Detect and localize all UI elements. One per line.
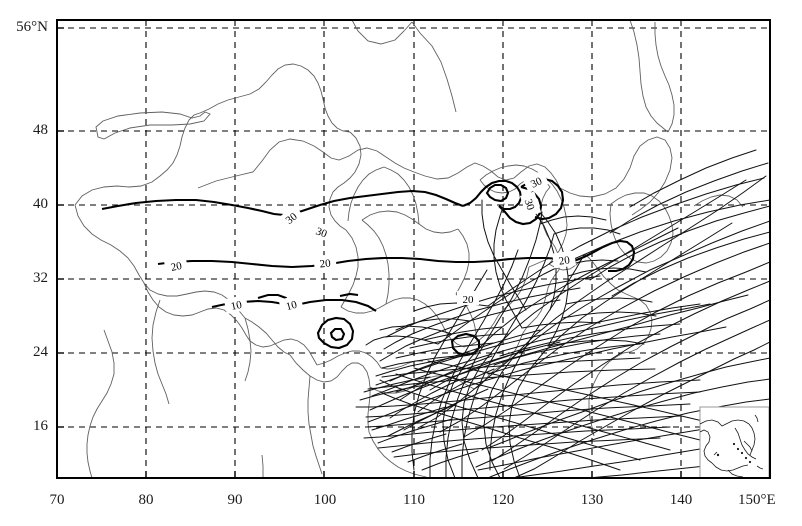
india-west-coast [86,329,115,478]
ytick-label-16: 16 [33,418,48,434]
india-interior-line [151,299,170,405]
contour-label-20-b: 20 [319,257,332,270]
typhoon-track-layer [355,149,770,478]
contour-closed-yunnan-inner [329,327,346,342]
china-north-border [197,138,561,189]
contour-label-20-c: 20 [558,254,571,267]
xtick-label-120: 120 [491,492,515,508]
contour-20-main [157,256,575,269]
contour-30-center [295,189,464,214]
xtick-label-100: 100 [313,492,337,508]
lake-balkhash [95,111,211,140]
korea-peninsula [479,164,568,265]
contour-30-west-a [101,198,285,217]
ytick-label-48: 48 [33,122,48,138]
contour-10-west [211,299,285,309]
ytick-label-32: 32 [33,270,48,286]
grid-lines [57,20,770,478]
sakhalin-east [654,22,675,133]
contour-label-30-c: 30 [529,175,544,191]
axis-ticks [57,27,682,478]
indochina-interior [307,375,323,475]
sakhalin-west [629,20,669,133]
contour-30-bohai-closed [462,179,523,211]
contour-label-10-a: 10 [230,299,244,313]
contour-30-bohai-inner [485,183,510,203]
ytick-label-40: 40 [33,196,48,212]
xtick-label-110: 110 [403,492,425,508]
vietnam-coast [368,431,431,478]
contour-label-20-a: 20 [170,260,184,274]
xinjiang-west-border [74,112,201,206]
contour-10-dash [339,292,359,298]
contour-closed-yunnan [316,316,355,350]
ytick-label-24: 24 [33,344,48,360]
xtick-label-80: 80 [138,492,154,508]
contour-label-30-b: 30 [314,225,329,240]
xinjiang-south-border [74,204,246,319]
contour-layer [101,177,636,357]
contour-label-30-d: 30 [522,198,537,213]
xtick-label-70: 70 [49,492,65,508]
xtick-label-90: 90 [227,492,243,508]
xtick-label-130: 130 [580,492,604,508]
honshu [584,253,653,354]
contour-label-layer: 30 30 30 30 20 20 [163,170,577,315]
contour-10-center [295,298,377,312]
contour-label-20-d: 20 [463,294,475,306]
xinjiang-east-border [328,131,362,231]
contour-label-10-b: 10 [285,299,299,314]
myanmar-west [244,317,252,382]
ytick-label-56: 56°N [16,19,48,35]
xinjiang-north-border [199,63,351,133]
tibet-south-border [143,282,318,366]
indochina-north [289,354,371,433]
xtick-label-150: 150°E [738,492,776,508]
bohai-shandong-coast [479,177,561,271]
plot-background [57,20,770,478]
xtick-label-140: 140 [669,492,693,508]
south-china-sea-inset [699,406,770,479]
coastline-layer [74,20,744,478]
